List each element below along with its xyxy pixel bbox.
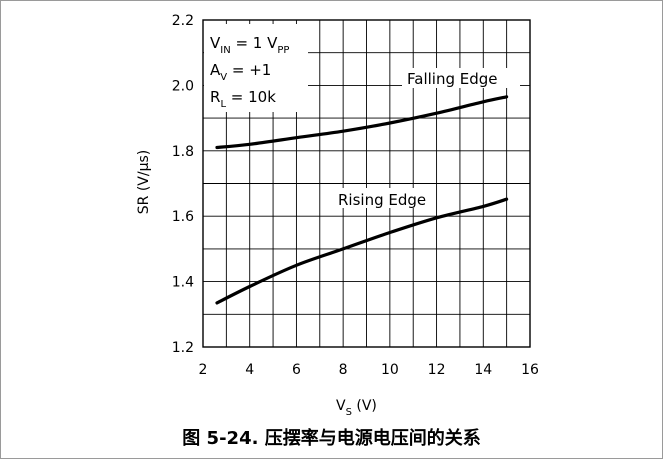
x-axis-label: VS (V)	[336, 398, 377, 418]
falling-edge-label-bg	[402, 68, 520, 88]
x-tick-label: 2	[199, 362, 208, 378]
falling-edge-label: Falling Edge	[407, 70, 498, 88]
y-tick-label: 1.2	[172, 340, 194, 356]
y-tick-labels: 1.2 1.4 1.6 1.8 2.0 2.2	[172, 13, 194, 356]
rising-edge-label-bg	[334, 188, 424, 208]
x-tick-labels: 2 4 6 8 10 12 14 16	[199, 362, 539, 378]
y-axis-label: SR (V/μs)	[136, 150, 152, 214]
y-tick-label: 2.0	[172, 78, 194, 94]
x-tick-label: 12	[428, 362, 446, 378]
x-tick-label: 8	[339, 362, 348, 378]
x-tick-label: 16	[521, 362, 539, 378]
x-tick-label: 6	[292, 362, 301, 378]
annotation-rl: RL = 10k	[210, 88, 276, 110]
y-tick-label: 1.6	[172, 209, 194, 225]
chart: 2 4 6 8 10 12 14 16 1.2 1.4 1.6 1.8 2.0 2.2 VIN = 1 …	[136, 13, 539, 418]
x-tick-label: 14	[474, 362, 492, 378]
annotation-box	[204, 24, 308, 112]
x-tick-label: 10	[381, 362, 399, 378]
figure-caption: 图 5-24. 压摆率与电源电压间的关系	[182, 428, 481, 449]
annotation-av: AV = +1	[210, 61, 271, 83]
annotation-vin: VIN = 1 VPP	[210, 34, 289, 56]
falling-edge-line	[215, 95, 509, 150]
plot-border	[202, 19, 531, 348]
y-tick-label: 1.4	[172, 275, 194, 291]
x-tick-label: 4	[245, 362, 254, 378]
y-tick-label: 2.2	[172, 13, 194, 29]
rising-edge-label: Rising Edge	[338, 191, 426, 209]
y-tick-label: 1.8	[172, 144, 194, 160]
rising-edge-line	[215, 197, 509, 305]
